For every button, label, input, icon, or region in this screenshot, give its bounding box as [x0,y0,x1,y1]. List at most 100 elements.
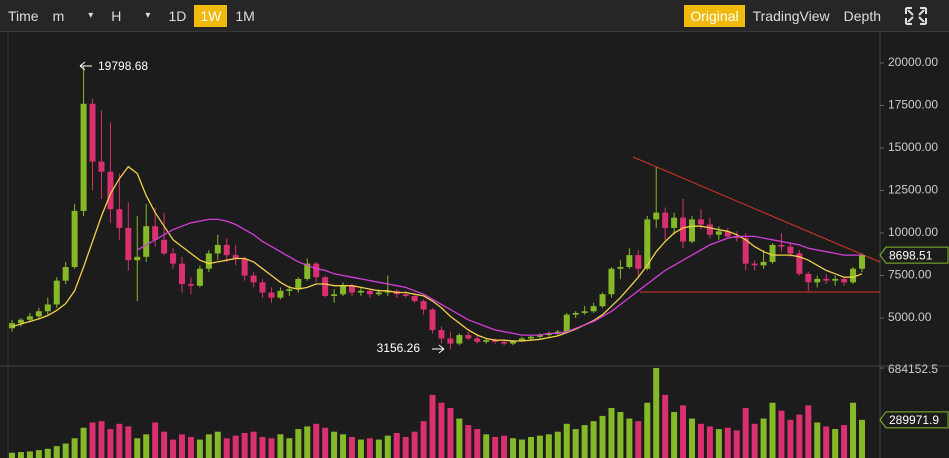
candle-body [331,294,338,296]
candle-body [116,209,123,228]
candle-body [402,294,409,296]
candle-body [214,244,221,254]
y-tick-label: 7500.00 [888,268,932,282]
y-tick-label: 15000.00 [888,140,938,154]
volume-bar [778,410,785,458]
candle-body [53,280,60,305]
moving-average [11,165,863,342]
candle-body [805,273,812,283]
toolbar-button[interactable]: 1D [168,7,187,24]
volume-bar [519,439,525,458]
volume-bar [832,429,839,458]
fullscreen-icon[interactable] [905,6,927,25]
toolbar-button[interactable]: Time [8,7,39,24]
toolbar-button[interactable]: 1W [194,4,228,27]
candle-body [420,301,427,310]
candle-body [465,335,472,339]
candle-body [823,278,830,281]
candle-body [510,341,517,344]
volume-bar [35,450,42,458]
toolbar-button[interactable]: Original [684,4,745,27]
volume-bar [438,402,445,458]
candle-body [751,263,758,266]
volume-bar [375,439,382,458]
volume-bar [331,431,338,458]
candle-body [662,212,669,228]
candle-body [608,268,615,295]
trend-line [632,156,881,263]
volume-bar [456,418,463,458]
volume-bar [572,429,579,458]
candle-body [268,292,275,298]
volume-bar [411,431,418,458]
volume-bar [349,436,355,458]
candle-body [644,219,651,269]
candle-body [501,341,508,344]
price-tag [879,411,949,429]
candle-body [9,323,15,329]
volume-bar [689,418,695,458]
volume-bar [205,434,212,458]
candle-body [277,290,284,298]
volume-bar [232,435,239,458]
volume-bar [751,423,758,458]
volume-bar [187,436,194,458]
candle-body [143,226,150,257]
volume-bar [787,419,794,458]
volume-bar [62,443,69,458]
toolbar: Time m ▾ H ▾ 1D 1W 1M Original TradingView Depth [0,0,949,32]
candle-body [474,338,481,342]
candle-body [850,268,857,283]
candle-body [232,255,239,259]
volume-bar [304,426,311,458]
arrow [432,344,445,354]
toolbar-button[interactable]: H [111,7,122,24]
candle-body [492,340,499,342]
volume-bar [662,394,669,458]
volume-bar [170,439,177,458]
volume-bar [366,438,373,458]
y-tick-label: 20000.00 [888,55,938,69]
candle-body [447,338,454,344]
volume-bar [626,418,633,458]
dropdown-caret[interactable]: ▾ [88,10,94,21]
candle-body [599,294,606,307]
volume-bar [223,438,230,458]
candle-body [384,290,391,293]
dropdown-caret[interactable]: ▾ [145,10,151,21]
volume-bar [277,434,284,458]
volume-bar [715,429,722,458]
y-tick-label: 10000.00 [888,225,938,239]
volume-bar [814,422,821,458]
volume-bar [143,434,150,458]
candle-body [349,285,355,293]
toolbar-button[interactable]: TradingView [752,7,830,24]
volume-bar [599,415,606,458]
volume-bar [590,421,597,458]
toolbar-button[interactable]: 1M [235,7,255,24]
candle-body [375,292,382,295]
volume-bar [671,411,678,458]
volume-bar [402,436,409,458]
candle-body [671,217,678,228]
volume-bar [850,402,857,458]
candle-body [107,171,114,210]
candle-body [572,312,579,315]
marks: 20000.00 17500.00 15000.00 12500.00 10000.00… [9,55,949,458]
volume-bar [53,446,60,458]
candle-body [89,103,96,162]
volume-bar [724,427,731,458]
volume-bar [536,435,543,458]
toolbar-button[interactable]: Depth [843,7,881,24]
toolbar-button[interactable]: m [52,7,65,24]
candle-body [715,231,722,235]
volume-bar [268,438,275,458]
candle-body [706,224,713,235]
price-tag-label: 8698.51 [889,248,933,262]
volume-bar [196,439,203,458]
volume-bar [116,423,123,458]
volume-bar [393,433,400,458]
candle-body [733,236,740,239]
